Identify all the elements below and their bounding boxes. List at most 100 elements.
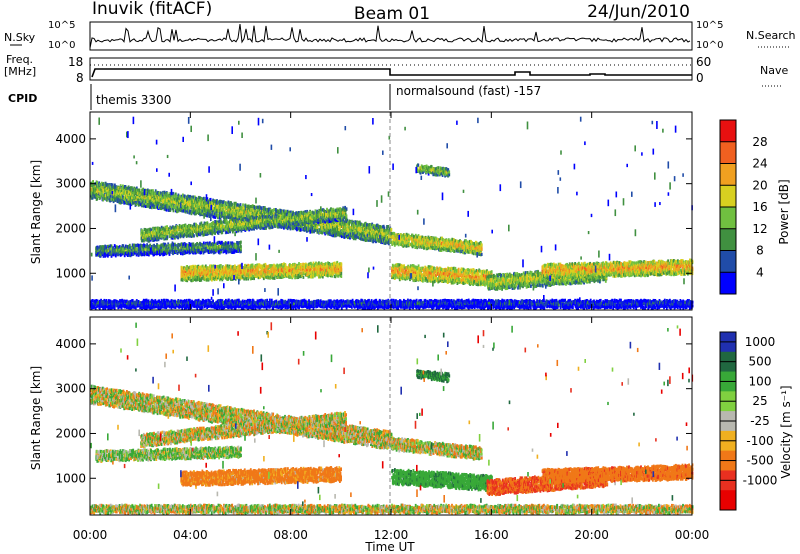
echo-cell xyxy=(224,208,227,212)
echo-cell xyxy=(216,208,218,212)
echo-cell xyxy=(133,188,136,192)
echo-cell xyxy=(158,205,160,209)
echo-cell xyxy=(316,225,319,229)
echo-cell xyxy=(222,200,225,204)
echo-cell xyxy=(91,196,94,200)
echo-cell xyxy=(332,231,335,235)
freq-label-2: [MHz] xyxy=(4,65,36,78)
echo-cell xyxy=(335,223,337,227)
echo-cell xyxy=(167,202,170,206)
echo-cell xyxy=(126,190,129,194)
echo-cell xyxy=(368,238,371,242)
echo-cell xyxy=(242,203,244,207)
echo-cell xyxy=(371,225,374,229)
echo-cell xyxy=(160,243,163,247)
echo-cell xyxy=(177,226,179,230)
echo-cell xyxy=(164,195,167,199)
echo-cell xyxy=(122,195,124,199)
echo-cell xyxy=(230,220,232,224)
echo-cell xyxy=(340,232,343,236)
nsky-panel: N.Sky 10^5 10^0 10^5 10^0 N.Search xyxy=(4,20,796,51)
echo-cell xyxy=(242,221,245,225)
echo-cell xyxy=(112,199,115,204)
echo-cell xyxy=(231,203,234,207)
echo-cell xyxy=(240,223,242,227)
echo-cell xyxy=(217,225,219,229)
echo-cell xyxy=(345,207,348,211)
echo-cell xyxy=(284,209,287,213)
echo-cell xyxy=(371,233,374,238)
echo-cell xyxy=(121,193,123,197)
echo-cell xyxy=(253,206,256,210)
nave-tick-top: 60 xyxy=(696,55,711,69)
echo-cell xyxy=(149,205,152,209)
echo-cell xyxy=(300,228,302,232)
echo-cell xyxy=(201,199,203,203)
echo-cell xyxy=(191,195,194,199)
echo-cell xyxy=(339,225,341,229)
echo-cell xyxy=(127,195,130,199)
echo-cell xyxy=(242,217,245,221)
echo-cell xyxy=(131,199,134,203)
echo-cell xyxy=(342,228,344,233)
echo-cell xyxy=(177,201,180,205)
echo-cell xyxy=(311,223,313,227)
echo-cell xyxy=(273,208,275,212)
echo-cell xyxy=(339,228,341,232)
echo-cell xyxy=(243,215,245,219)
echo-cell xyxy=(345,217,348,221)
echo-cell xyxy=(157,203,160,207)
echo-cell xyxy=(189,195,192,199)
echo-cell xyxy=(119,193,122,197)
echo-cell xyxy=(360,231,362,235)
echo-cell xyxy=(387,225,390,229)
echo-cell xyxy=(380,232,382,237)
echo-cell xyxy=(114,183,116,187)
echo-cell xyxy=(246,218,249,222)
echo-cell xyxy=(383,241,386,245)
echo-cell xyxy=(366,238,368,242)
echo-cell xyxy=(132,192,135,196)
echo-cell xyxy=(100,181,103,185)
echo-cell xyxy=(158,229,161,234)
echo-cell xyxy=(247,226,249,230)
echo-cell xyxy=(222,204,225,208)
echo-cell xyxy=(305,226,308,230)
echo-cell xyxy=(247,204,250,208)
echo-cell xyxy=(171,233,174,237)
echo-cell xyxy=(189,224,192,228)
echo-cell xyxy=(119,184,122,188)
echo-cell xyxy=(126,201,129,205)
echo-cell xyxy=(338,224,340,228)
echo-cell xyxy=(162,200,164,204)
echo-cell xyxy=(93,186,96,190)
echo-cell xyxy=(231,230,234,234)
echo-cell xyxy=(222,228,225,232)
echo-cell xyxy=(179,199,182,203)
echo-cell xyxy=(218,219,221,223)
echo-cell xyxy=(176,194,178,198)
echo-cell xyxy=(349,236,351,240)
echo-cell xyxy=(150,189,153,193)
echo-cell xyxy=(241,225,244,229)
echo-cell xyxy=(100,192,103,196)
echo-cell xyxy=(240,229,243,233)
nsearch-tick-bottom: 10^0 xyxy=(696,40,723,51)
echo-cell xyxy=(176,230,179,234)
echo-cell xyxy=(172,205,174,209)
echo-cell xyxy=(209,212,211,216)
echo-cell xyxy=(172,231,175,235)
echo-cell xyxy=(161,235,164,239)
echo-cell xyxy=(276,211,279,215)
echo-cell xyxy=(165,208,168,212)
echo-cell xyxy=(354,225,357,229)
echo-cell xyxy=(252,208,255,212)
echo-cell xyxy=(224,231,227,235)
power-echo-cells xyxy=(90,116,694,310)
echo-cell xyxy=(363,236,366,240)
echo-cell xyxy=(177,198,180,202)
echo-cell xyxy=(135,202,137,206)
echo-cell xyxy=(371,222,374,226)
echo-cell xyxy=(230,207,232,211)
